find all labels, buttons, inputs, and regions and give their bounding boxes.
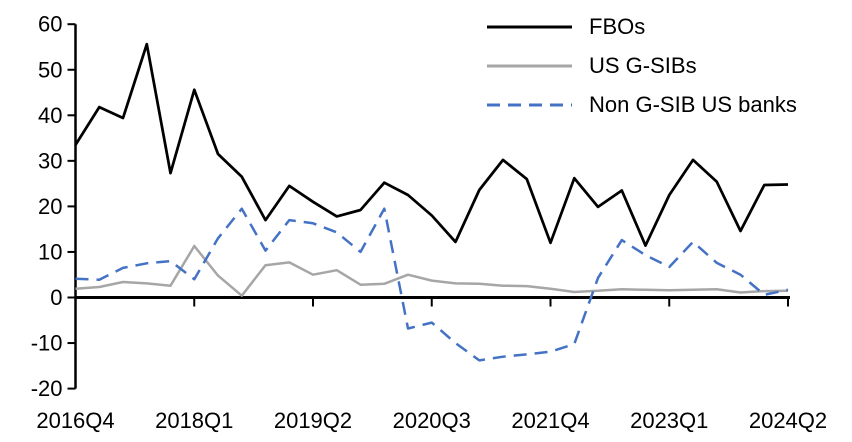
legend-item-us-gsibs: US G-SIBs [487,46,797,85]
legend-item-fbos: FBOs [487,7,797,46]
y-tick-label: -20 [31,376,63,401]
us-gsibs-line-swatch [487,64,572,67]
legend-label-non-gsib-us-banks: Non G-SIB US banks [589,91,797,117]
legend-item-non-gsib-us-banks: Non G-SIB US banks [487,85,797,124]
fbos-line-swatch [487,25,572,28]
x-tick-label: 2023Q1 [630,408,708,433]
x-tick-label: 2019Q2 [274,408,352,433]
y-tick-label: 0 [50,285,62,310]
y-tick-label: 30 [38,148,62,173]
x-tick-label: 2018Q1 [155,408,233,433]
series-line-non-g-sib-us-banks [75,207,789,362]
non-gsib-us-banks-line-swatch [487,103,572,106]
x-tick-label: 2024Q2 [749,408,827,433]
x-tick-label: 2016Q4 [36,408,114,433]
legend: FBOs US G-SIBs Non G-SIB US banks [487,7,797,124]
x-tick-label: 2021Q4 [511,408,589,433]
y-axis: 60 50 40 30 20 10 0 -10 -20 [31,12,77,401]
series-line-fbos [74,42,789,247]
legend-label-us-gsibs: US G-SIBs [589,52,697,78]
y-tick-label: 50 [38,57,62,82]
legend-label-fbos: FBOs [589,13,646,39]
series-line-us-g-sibs [75,244,789,297]
y-tick-label: -10 [31,331,63,356]
y-tick-label: 20 [38,194,62,219]
y-tick-label: 10 [38,239,62,264]
y-tick-label: 40 [38,103,62,128]
y-tick-label: 60 [38,12,62,37]
x-tick-label: 2020Q3 [393,408,471,433]
x-axis: 2016Q4 2018Q1 2019Q2 2020Q3 2021Q4 2023Q1 2024… [36,296,827,433]
